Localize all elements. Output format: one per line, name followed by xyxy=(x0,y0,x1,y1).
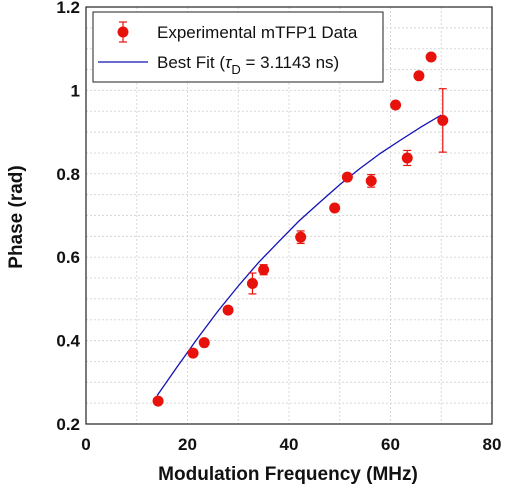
data-point xyxy=(295,231,307,243)
data-point xyxy=(341,171,353,183)
y-tick-label: 1.2 xyxy=(56,0,80,17)
x-tick-label: 60 xyxy=(381,435,400,454)
x-axis-label: Modulation Frequency (MHz) xyxy=(158,464,418,485)
y-tick-label: 0.6 xyxy=(56,248,80,267)
y-tick-label: 0.8 xyxy=(56,165,80,184)
legend-marker-data xyxy=(117,21,129,43)
y-tick-label: 1 xyxy=(71,81,80,100)
legend-marker-dot xyxy=(117,26,129,38)
legend-fit-prefix: Best Fit ( xyxy=(157,53,225,72)
data-point xyxy=(152,395,164,407)
data-point xyxy=(401,152,413,164)
data-point xyxy=(246,277,258,289)
y-tick-label: 0.4 xyxy=(56,332,80,351)
legend-fit-tau-subscript: D xyxy=(231,62,240,77)
data-point xyxy=(437,114,449,126)
data-point xyxy=(390,99,402,111)
data-point xyxy=(425,51,437,63)
x-tick-labels: 0 20 40 60 80 xyxy=(81,435,501,454)
legend-label-fit: Best Fit (τD = 3.1143 ns) xyxy=(157,53,339,77)
fit-layer xyxy=(156,114,442,396)
x-tick-label: 20 xyxy=(178,435,197,454)
data-point xyxy=(198,337,210,349)
data-point xyxy=(258,264,270,276)
x-tick-label: 40 xyxy=(280,435,299,454)
x-tick-label: 80 xyxy=(483,435,502,454)
legend-fit-tau: τ xyxy=(225,53,233,72)
data-point xyxy=(365,175,377,187)
data-point xyxy=(222,304,234,316)
y-tick-label: 0.2 xyxy=(56,415,80,434)
data-layer xyxy=(152,51,449,407)
data-point xyxy=(187,347,199,359)
legend-box xyxy=(92,11,384,83)
fit-line xyxy=(156,114,442,396)
data-point xyxy=(413,70,425,82)
legend-fit-suffix: = 3.1143 ns) xyxy=(241,53,339,72)
data-point xyxy=(329,202,341,214)
y-axis-label: Phase (rad) xyxy=(6,165,27,268)
y-tick-labels: 0.2 0.4 0.6 0.8 1 1.2 xyxy=(56,0,80,434)
plot-frame xyxy=(85,6,493,425)
legend-label-data: Experimental mTFP1 Data xyxy=(157,23,358,42)
x-tick-label: 0 xyxy=(81,435,90,454)
legend: Experimental mTFP1 Data Best Fit (τD = 3… xyxy=(92,11,384,83)
